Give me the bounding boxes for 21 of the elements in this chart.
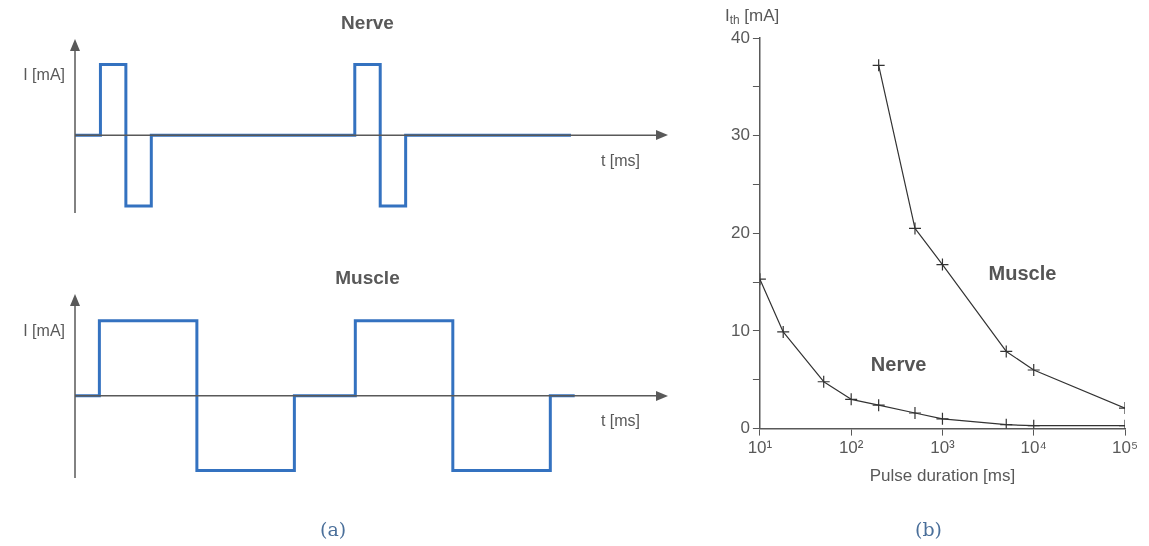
y-tick-label: 30 [730, 125, 750, 145]
x-tick-label: 10² [838, 438, 864, 458]
y-tick-label: 40 [730, 27, 750, 47]
x-tick-label: 10⁴ [1020, 438, 1047, 458]
x-tick-label: 10³ [930, 438, 956, 458]
chart-title: Nerve [341, 11, 394, 33]
text: (b) [915, 518, 942, 540]
y-tick-label: 0 [740, 418, 750, 438]
x-axis-title: t [ms] [600, 151, 640, 169]
x-axis-title: Pulse duration [ms] [869, 465, 1016, 485]
x-tick-label: 10¹ [747, 438, 773, 458]
y-tick-label: 20 [730, 222, 750, 242]
y-axis-title: I [mA] [23, 322, 65, 340]
text: (a) [320, 518, 347, 540]
series-label: Muscle [988, 262, 1057, 285]
x-axis-title: t [ms] [600, 412, 640, 430]
x-tick-label: 10⁵ [1112, 438, 1138, 458]
y-axis-title: I [mA] [23, 65, 65, 83]
series-label: Nerve [870, 352, 927, 375]
y-tick-label: 10 [730, 320, 750, 340]
chart-title: Muscle [335, 266, 400, 288]
